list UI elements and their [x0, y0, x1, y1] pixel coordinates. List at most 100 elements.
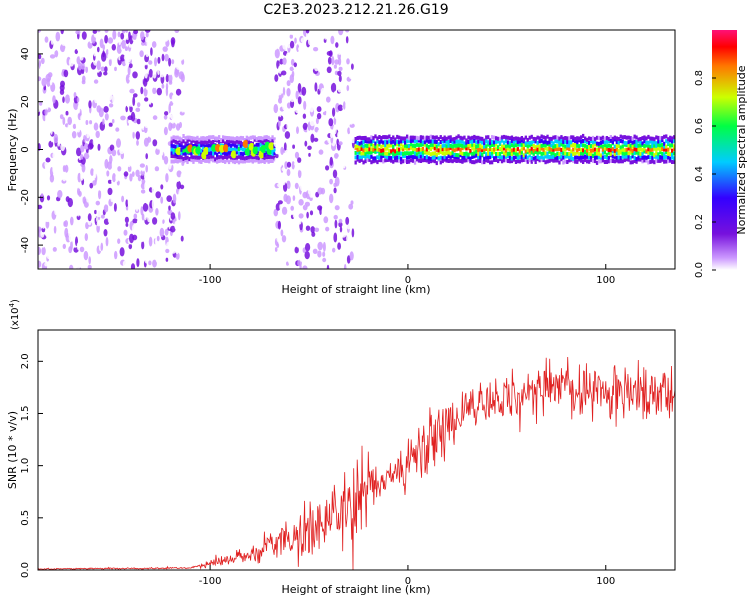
- heatmap-cell: [294, 162, 299, 166]
- heatmap-cell: [59, 240, 65, 245]
- heatmap-cell: [322, 241, 326, 252]
- heatmap-cell: [611, 149, 614, 154]
- heatmap-cell: [643, 158, 646, 163]
- heatmap-cell: [659, 143, 662, 148]
- heatmap-cell: [77, 104, 81, 114]
- heatmap-cell: [192, 138, 195, 143]
- heatmap-cell: [303, 71, 309, 80]
- heatmap-cell: [607, 150, 610, 155]
- heatmap-cell: [194, 144, 197, 148]
- heatmap-cell: [534, 150, 537, 154]
- heatmap-cell: [195, 146, 202, 155]
- heatmap-cell: [178, 155, 181, 160]
- heatmap-cell: [411, 138, 415, 143]
- heatmap-cell: [663, 155, 666, 160]
- heatmap-cell: [409, 135, 413, 140]
- heatmap-cell: [176, 135, 179, 140]
- heatmap-cell: [487, 158, 490, 163]
- heatmap-cell: [60, 80, 65, 88]
- heatmap-cell: [341, 56, 345, 64]
- heatmap-cell: [374, 141, 377, 146]
- heatmap-cell: [647, 150, 650, 155]
- heatmap-cell: [657, 142, 660, 147]
- heatmap-cell: [580, 142, 583, 147]
- heatmap-cell: [325, 226, 330, 232]
- heatmap-cell: [253, 158, 256, 163]
- heatmap-cell: [306, 211, 309, 219]
- heatmap-cell: [518, 137, 521, 142]
- spectrogram-x-axis-label: Height of straight line (km): [281, 283, 430, 296]
- heatmap-cell: [400, 139, 403, 144]
- heatmap-cell: [170, 140, 173, 144]
- heatmap-cell: [294, 182, 299, 190]
- y-tick-label: -40: [20, 237, 31, 253]
- heatmap-cell: [148, 260, 152, 266]
- heatmap-cell: [441, 139, 444, 144]
- heatmap-cell: [471, 155, 474, 159]
- heatmap-cell: [347, 127, 351, 135]
- heatmap-cell: [639, 151, 642, 156]
- heatmap-cell: [372, 147, 375, 152]
- heatmap-cell: [334, 176, 340, 187]
- heatmap-cell: [152, 70, 157, 79]
- heatmap-cell: [578, 152, 581, 157]
- heatmap-cell: [182, 134, 185, 138]
- heatmap-cell: [333, 90, 337, 101]
- heatmap-cell: [631, 160, 634, 165]
- heatmap-cell: [473, 138, 476, 143]
- heatmap-cell: [471, 139, 474, 144]
- heatmap-cell: [253, 137, 256, 142]
- heatmap-cell: [139, 248, 144, 254]
- heatmap-cell: [429, 139, 432, 144]
- heatmap-cell: [611, 154, 614, 159]
- heatmap-cell: [394, 158, 397, 163]
- heatmap-cell: [53, 119, 59, 124]
- heatmap-cell: [669, 156, 672, 161]
- heatmap-cell: [504, 148, 508, 153]
- heatmap-cell: [62, 175, 67, 182]
- heatmap-cell: [349, 251, 354, 261]
- heatmap-cell: [619, 134, 622, 139]
- heatmap-cell: [214, 150, 217, 155]
- heatmap-cell: [348, 203, 354, 210]
- heatmap-cell: [601, 155, 605, 160]
- heatmap-cell: [512, 136, 516, 141]
- heatmap-cell: [320, 234, 325, 239]
- heatmap-cell: [210, 140, 213, 145]
- heatmap-cell: [305, 243, 311, 252]
- heatmap-cell: [485, 147, 488, 151]
- heatmap-cell: [406, 134, 409, 139]
- heatmap-cell: [351, 58, 356, 65]
- heatmap-cell: [241, 136, 245, 141]
- heatmap-cell: [639, 140, 642, 145]
- heatmap-cell: [303, 100, 307, 110]
- heatmap-cell: [257, 159, 260, 164]
- heatmap-cell: [489, 141, 492, 145]
- heatmap-cell: [282, 40, 287, 50]
- heatmap-cell: [631, 154, 634, 159]
- heatmap-cell: [402, 147, 405, 152]
- heatmap-cell: [544, 151, 547, 156]
- heatmap-cell: [497, 145, 500, 150]
- heatmap-cell: [58, 64, 61, 69]
- heatmap-cell: [289, 40, 295, 49]
- heatmap-cell: [512, 144, 516, 148]
- heatmap-cell: [378, 155, 381, 160]
- heatmap-cell: [265, 155, 268, 159]
- heatmap-cell: [273, 151, 276, 156]
- heatmap-cell: [449, 154, 452, 159]
- heatmap-cell: [349, 30, 354, 34]
- heatmap-cell: [534, 139, 537, 144]
- heatmap-cell: [524, 158, 527, 163]
- heatmap-cell: [562, 151, 565, 156]
- heatmap-cell: [483, 144, 486, 149]
- heatmap-cell: [121, 30, 126, 34]
- heatmap-cell: [568, 155, 571, 160]
- heatmap-cell: [59, 114, 64, 120]
- heatmap-cell: [157, 110, 162, 116]
- heatmap-cell: [65, 94, 70, 104]
- heatmap-cell: [550, 154, 553, 159]
- heatmap-cell: [475, 135, 478, 140]
- heatmap-cell: [222, 150, 225, 155]
- heatmap-cell: [621, 159, 624, 164]
